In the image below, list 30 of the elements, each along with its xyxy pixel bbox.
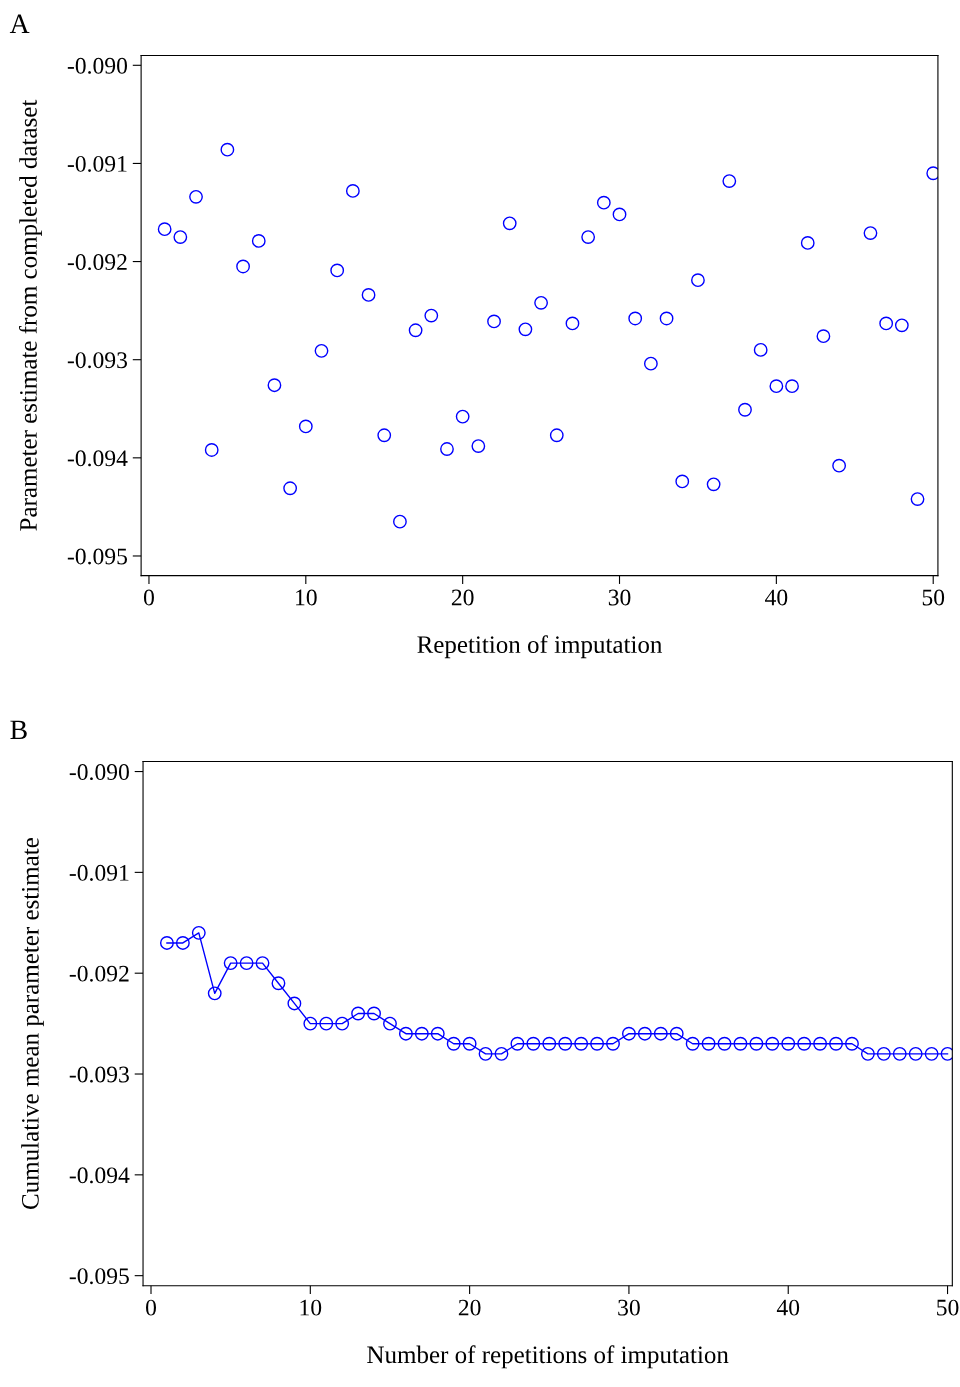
- y-tick-label: -0.095: [69, 1268, 129, 1285]
- y-tick-label: -0.094: [67, 450, 128, 467]
- y-tick-label: -0.092: [67, 254, 127, 271]
- x-tick-label: 10: [296, 589, 317, 606]
- x-tick-label: 30: [608, 589, 631, 606]
- y-tick-label: -0.093: [69, 1066, 129, 1083]
- x-axis-title: Repetition of imputation: [417, 635, 663, 659]
- y-axis-title: Parameter estimate from completed dataset: [19, 99, 42, 531]
- x-tick-label: 10: [300, 1299, 322, 1316]
- x-tick-label: 0: [143, 589, 154, 606]
- x-tick-label: 40: [765, 589, 788, 606]
- y-tick-label: -0.090: [67, 57, 128, 74]
- chart-title: A: [9, 14, 30, 33]
- x-tick-label: 0: [146, 1299, 157, 1316]
- x-tick-label: 40: [776, 1299, 800, 1316]
- y-tick-label: -0.094: [69, 1167, 130, 1184]
- x-axis-title: Number of repetitions of imputation: [367, 1345, 729, 1369]
- x-tick-label: 50: [937, 1299, 959, 1316]
- y-tick-label: -0.091: [67, 155, 127, 172]
- y-tick-label: -0.091: [69, 864, 129, 881]
- y-axis-title: Cumulative mean parameter estimate: [21, 838, 44, 1209]
- x-tick-label: 30: [618, 1299, 640, 1316]
- x-tick-label: 20: [458, 1299, 481, 1316]
- x-tick-label: 50: [922, 589, 945, 606]
- y-tick-label: -0.095: [67, 548, 127, 565]
- y-tick-label: -0.092: [69, 965, 129, 982]
- y-tick-label: -0.093: [67, 352, 127, 369]
- x-tick-label: 20: [451, 589, 474, 606]
- chart-title: B: [10, 720, 27, 739]
- y-tick-label: -0.090: [69, 764, 129, 781]
